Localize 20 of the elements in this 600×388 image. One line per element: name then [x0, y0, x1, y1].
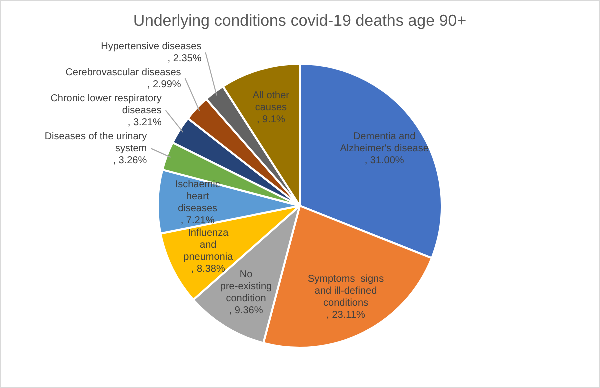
- slice-label: Hypertensive diseases: [101, 41, 202, 52]
- slice-label: All other causes: [252, 90, 290, 114]
- data-label: , 3.26%: [113, 155, 148, 166]
- data-label: , 31.00%: [364, 155, 404, 166]
- slice-label: Symptoms signs and ill-defined conditions: [308, 274, 384, 310]
- data-label: , 7.21%: [180, 216, 215, 227]
- slice-label: Chronic lower respiratory diseases: [50, 93, 162, 116]
- data-label: , 3.21%: [128, 117, 162, 128]
- data-label: , 9.1%: [256, 114, 286, 126]
- data-label: , 23.11%: [326, 310, 366, 322]
- slice-label: Dementia and Alzheimer's disease: [340, 131, 430, 154]
- slice-label: Diseases of the urinary system: [44, 131, 148, 154]
- slice-label: Ischaemic heart diseases: [175, 180, 220, 215]
- data-label: , 2.99%: [147, 79, 182, 90]
- chart-title: Underlying conditions covid-19 deaths age 90+: [132, 13, 468, 31]
- data-label: , 2.35%: [168, 53, 202, 64]
- data-label: , 8.38%: [191, 264, 226, 276]
- slice-label: Cerebrovascular diseases: [66, 67, 182, 78]
- slice-label: Influenza and pneumonia: [184, 228, 234, 264]
- data-label: , 9.36%: [229, 306, 264, 317]
